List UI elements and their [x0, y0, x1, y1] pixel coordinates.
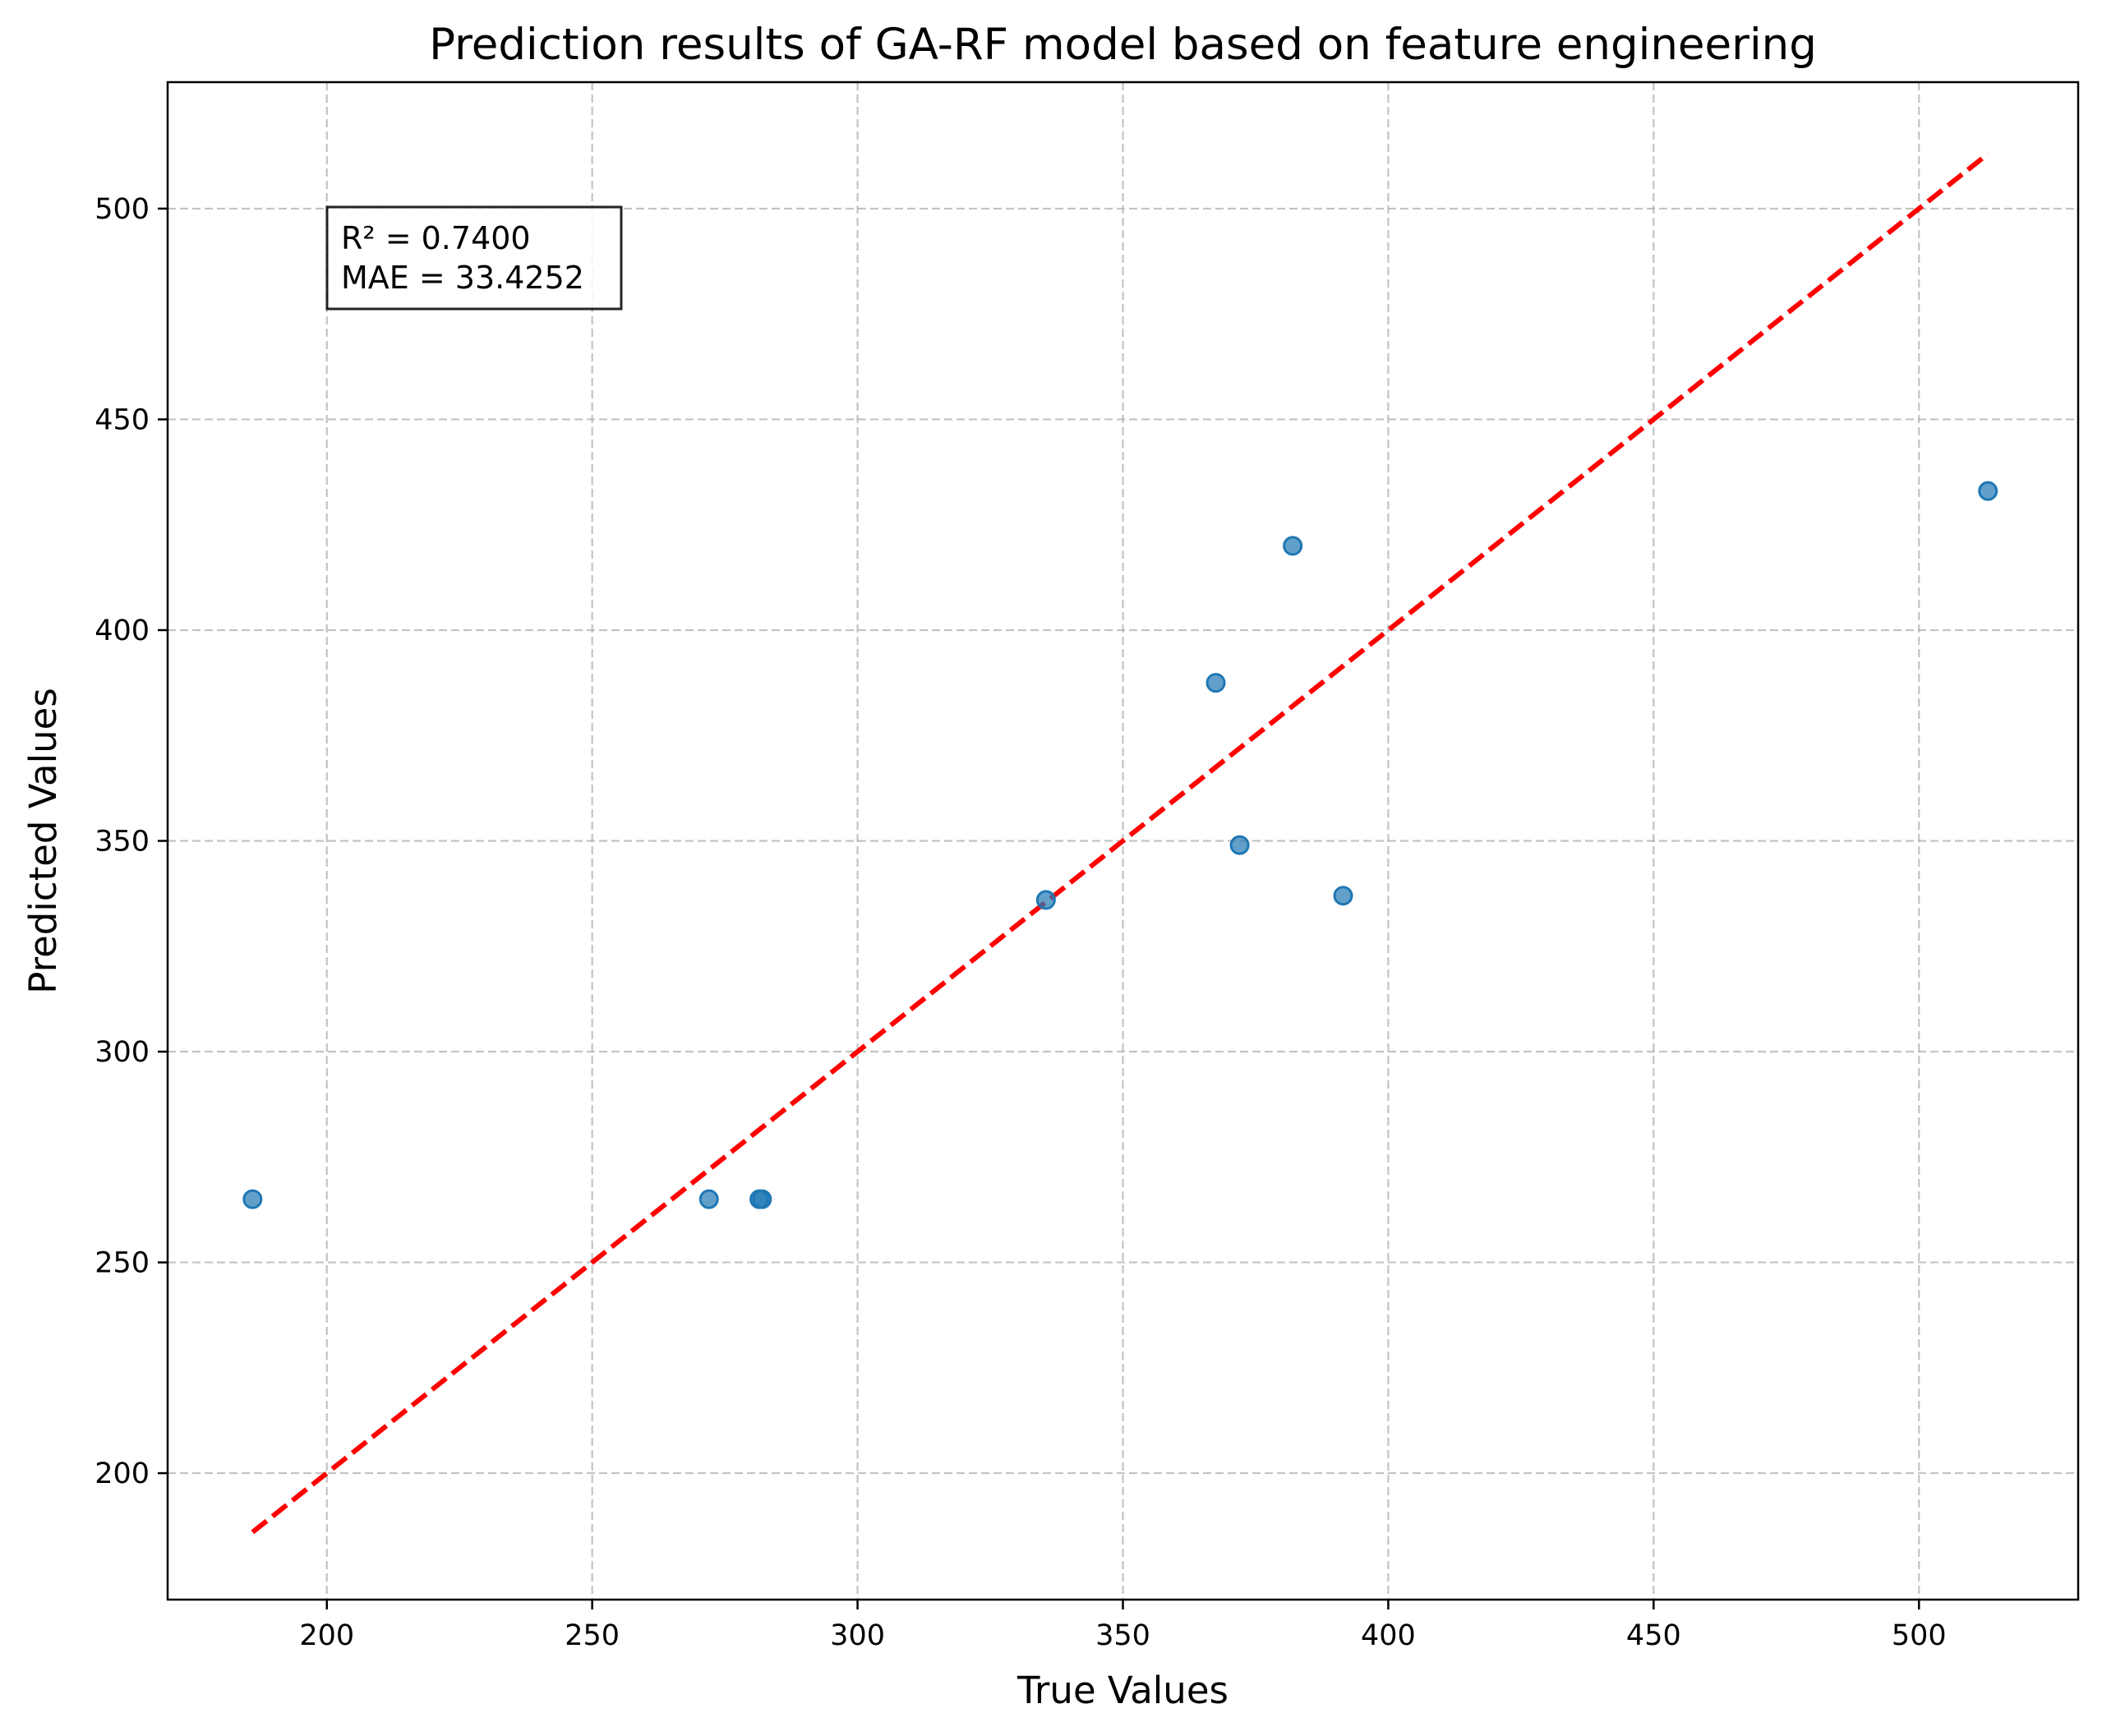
y-tick-label: 200: [94, 1457, 150, 1490]
chart-title: Prediction results of GA-RF model based …: [429, 20, 1817, 70]
data-point: [1978, 481, 1998, 501]
data-point: [752, 1189, 772, 1209]
x-tick-label: 450: [1626, 1619, 1681, 1652]
grid-lines: [168, 82, 2078, 1600]
stats-annotation-box: [325, 205, 623, 311]
data-point: [698, 1189, 719, 1209]
y-tick-label: 450: [94, 403, 150, 436]
data-points: [242, 481, 1998, 1209]
y-axis-label: Predicted Values: [21, 688, 65, 994]
x-tick-label: 300: [830, 1619, 885, 1652]
stats-annotation: R² = 0.7400 MAE = 33.4252: [325, 205, 623, 311]
x-axis-label: True Values: [1016, 1669, 1228, 1712]
data-point: [1333, 886, 1353, 906]
r2-annotation: R² = 0.7400: [341, 220, 531, 256]
data-point: [1205, 673, 1226, 693]
x-tick-label: 200: [299, 1619, 354, 1652]
axis-ticks: 200 250 300 350 400 450 500 200 250 300 350 400 450 5…: [94, 193, 1946, 1652]
y-tick-label: 300: [94, 1036, 150, 1069]
x-tick-label: 400: [1361, 1619, 1416, 1652]
x-tick-label: 350: [1095, 1619, 1150, 1652]
y-tick-label: 500: [94, 193, 150, 226]
mae-annotation: MAE = 33.4252: [341, 260, 584, 296]
data-point: [1229, 835, 1250, 855]
reference-line-layer: [251, 151, 1990, 1535]
y-tick-label: 350: [94, 826, 150, 859]
data-point: [1283, 536, 1303, 556]
reference-line: [251, 151, 1990, 1535]
data-point: [1035, 890, 1056, 910]
x-tick-label: 500: [1892, 1619, 1947, 1652]
x-tick-label: 250: [565, 1619, 620, 1652]
y-tick-label: 400: [94, 615, 150, 647]
data-point: [242, 1189, 263, 1209]
y-tick-label: 250: [94, 1247, 150, 1280]
